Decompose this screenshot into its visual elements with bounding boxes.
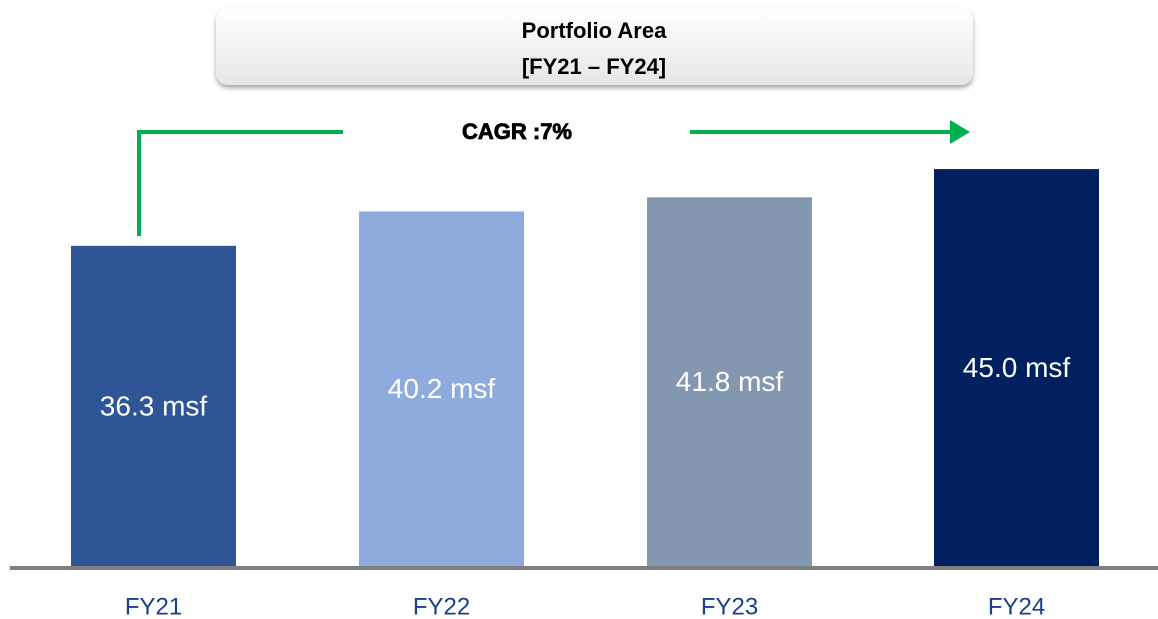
value-label: 45.0 msf	[963, 352, 1071, 383]
cagr-annotation: CAGR :7%	[462, 119, 572, 144]
x-tick-label: FY22	[413, 593, 470, 619]
value-label: 40.2 msf	[388, 373, 496, 404]
bar	[647, 197, 812, 566]
value-label: 36.3 msf	[100, 390, 208, 421]
bar	[71, 245, 236, 567]
chart-title: Portfolio Area	[522, 18, 667, 43]
chart-subtitle: [FY21 – FY24]	[522, 54, 666, 79]
cagr-arrow-start	[137, 130, 343, 236]
title-box	[216, 8, 973, 85]
x-tick-label: FY24	[988, 593, 1045, 619]
bar	[934, 169, 1099, 566]
x-tick-label: FY21	[125, 593, 182, 619]
x-tick-label: FY23	[701, 593, 758, 619]
value-label: 41.8 msf	[676, 366, 784, 397]
bar	[359, 211, 524, 566]
bars: 36.3 msf 40.2 msf 41.8 msf 45.0 msf	[71, 169, 1099, 567]
